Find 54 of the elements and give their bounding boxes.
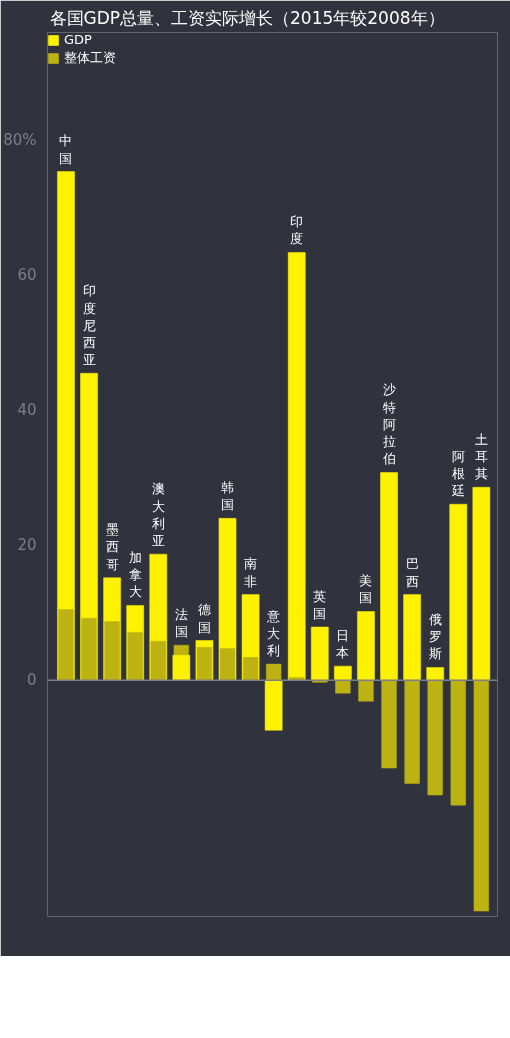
bar bbox=[219, 648, 236, 681]
bar bbox=[242, 657, 259, 681]
bar bbox=[289, 677, 305, 681]
x-tick-label: 澳大利亚 bbox=[151, 481, 165, 549]
bar bbox=[403, 594, 421, 681]
bar bbox=[264, 680, 283, 731]
x-tick-label: 墨西哥 bbox=[105, 522, 119, 572]
bar bbox=[450, 680, 466, 806]
x-tick-label: 沙特阿拉伯 bbox=[381, 382, 396, 467]
bar bbox=[472, 487, 491, 681]
y-tick-label: 20 bbox=[17, 536, 37, 555]
bar bbox=[334, 665, 352, 681]
x-tick-label: 法国 bbox=[174, 606, 188, 640]
bar bbox=[427, 680, 443, 796]
bar bbox=[311, 626, 329, 681]
x-tick-label: 中国 bbox=[59, 133, 73, 166]
legend-label: 整体工资 bbox=[64, 49, 116, 67]
y-tick-label: 80% bbox=[3, 131, 37, 150]
bar bbox=[335, 680, 351, 694]
bar bbox=[172, 655, 191, 681]
bar bbox=[380, 472, 398, 681]
x-tick-label: 土耳其 bbox=[474, 431, 488, 482]
y-tick-label: 60 bbox=[17, 266, 37, 285]
bar bbox=[449, 503, 468, 681]
x-tick-label: 美国 bbox=[359, 573, 373, 606]
x-tick-label: 阿根廷 bbox=[450, 448, 465, 499]
x-tick-label: 南非 bbox=[244, 556, 258, 589]
y-tick-label: 0 bbox=[26, 671, 37, 690]
x-tick-label: 日本 bbox=[336, 627, 350, 661]
x-tick-label: 英国 bbox=[313, 588, 327, 622]
x-tick-label: 加拿大 bbox=[128, 549, 142, 600]
bar bbox=[404, 680, 420, 784]
x-tick-label: 意大利 bbox=[266, 608, 281, 659]
bar bbox=[266, 663, 282, 681]
chart-title: 各国GDP总量、工资实际增长（2015年较2008年） bbox=[49, 7, 445, 28]
bar bbox=[426, 667, 444, 681]
x-tick-label: 韩国 bbox=[221, 480, 234, 513]
bar bbox=[358, 680, 374, 702]
y-tick-label: 40 bbox=[17, 401, 37, 420]
bar bbox=[127, 632, 143, 681]
legend-label: GDP bbox=[64, 32, 92, 47]
x-tick-label: 印度 bbox=[290, 214, 304, 247]
x-tick-label: 俄罗斯 bbox=[428, 612, 442, 662]
bar bbox=[81, 617, 97, 681]
bar bbox=[104, 621, 120, 681]
x-tick-label: 巴西 bbox=[405, 556, 419, 589]
bar bbox=[150, 640, 166, 681]
x-tick-label: 德国 bbox=[197, 602, 211, 635]
bar bbox=[381, 680, 397, 769]
bar bbox=[473, 680, 489, 912]
bar bbox=[357, 611, 375, 681]
x-tick-label: 印度尼西亚 bbox=[82, 283, 96, 368]
bar bbox=[287, 252, 306, 681]
bar bbox=[58, 609, 74, 681]
